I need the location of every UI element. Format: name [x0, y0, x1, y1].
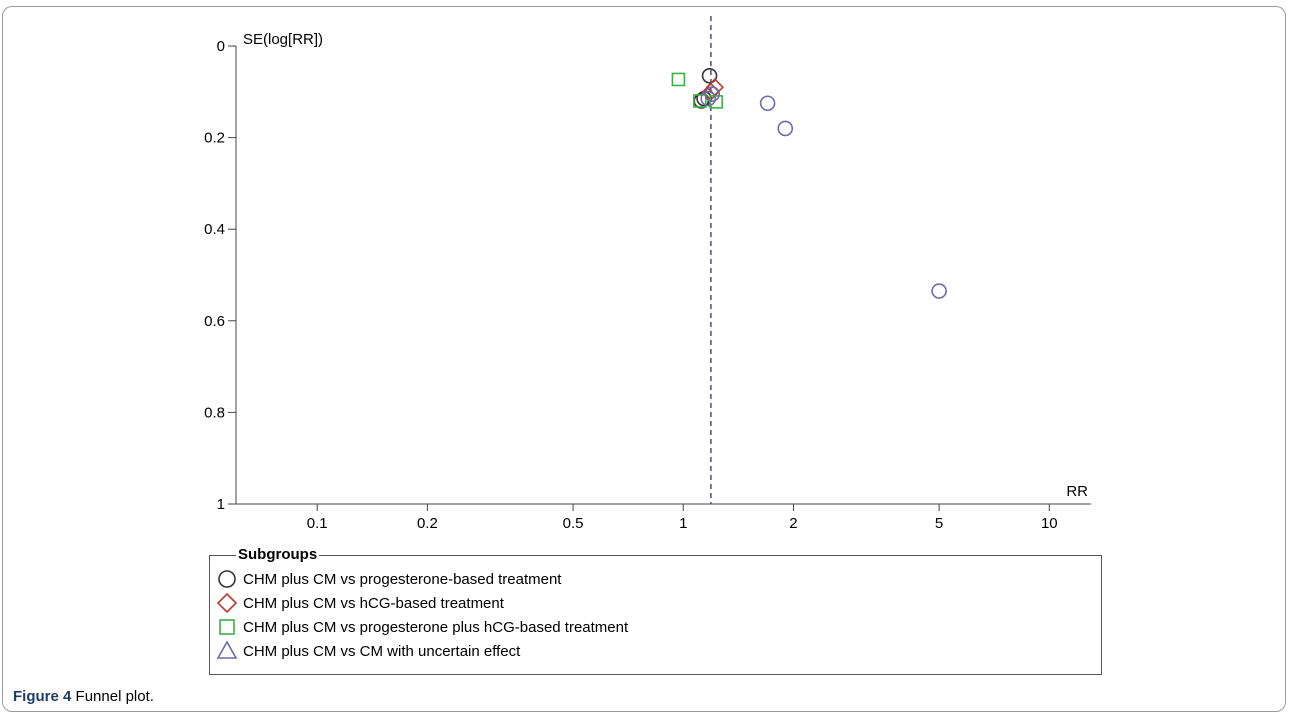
figure-caption: Figure 4 Funnel plot.	[13, 688, 154, 705]
triangle-icon	[216, 640, 238, 659]
legend-label: CHM plus CM vs progesterone plus hCG-bas…	[243, 618, 629, 636]
data-point-triangle-1	[700, 90, 717, 107]
caption-text: Funnel plot.	[75, 688, 154, 705]
caption-label: Figure 4	[13, 688, 72, 705]
y-tick-label: 0.6	[204, 313, 225, 330]
y-tick-label: 1	[217, 496, 225, 513]
diamond-icon	[216, 592, 238, 614]
legend-label: CHM plus CM vs progesterone-based treatm…	[243, 570, 562, 588]
legend: Subgroups CHM plus CM vs progesterone-ba…	[209, 547, 1102, 675]
data-point-triangle-4	[777, 120, 794, 137]
plot-axes: 0 0.2 0.4 0.6 0.8 1 0.1 0.2 0.5 1 2 5 10 SE(log[RR]) R…	[204, 31, 1091, 532]
legend-label: CHM plus CM vs hCG-based treatment	[243, 594, 504, 612]
legend-marker-square	[219, 619, 235, 635]
legend-item-triangle: CHM plus CM vs CM with uncertain effect	[216, 640, 520, 662]
data-point-square-2	[709, 95, 723, 109]
square-icon	[219, 619, 235, 635]
x-tick-label: 0.2	[417, 515, 438, 532]
y-tick-label: 0	[217, 38, 225, 55]
data-point-triangle-2	[704, 86, 721, 102]
legend-item-diamond: CHM plus CM vs hCG-based treatment	[216, 592, 504, 614]
data-point-square-3	[693, 94, 707, 108]
data-point-triangle-3	[759, 95, 776, 112]
legend-title: Subgroups	[236, 546, 320, 563]
x-tick-label: 1	[679, 515, 687, 532]
legend-label: CHM plus CM vs CM with uncertain effect	[243, 642, 521, 660]
y-tick-label: 0.8	[204, 404, 225, 421]
legend-marker-diamond	[216, 592, 238, 614]
y-tick-label: 0.4	[204, 221, 225, 238]
y-tick-label: 0.2	[204, 130, 225, 147]
legend-marker-circle	[218, 570, 236, 588]
figure-frame	[2, 6, 1286, 712]
x-tick-label: 5	[935, 515, 943, 532]
x-tick-label: 0.5	[563, 515, 584, 532]
x-tick-label: 0.1	[307, 515, 328, 532]
legend-marker-triangle	[216, 640, 238, 659]
legend-item-square: CHM plus CM vs progesterone plus hCG-bas…	[216, 616, 628, 638]
legend-item-circle: CHM plus CM vs progesterone-based treatm…	[216, 568, 561, 590]
funnel-plot: 0 0.2 0.4 0.6 0.8 1 0.1 0.2 0.5 1 2 5 10 SE(log[RR]) R…	[204, 16, 1091, 532]
x-tick-label: 2	[789, 515, 797, 532]
data-point-circle-1	[701, 67, 718, 84]
data-point-square-1	[671, 72, 686, 87]
y-axis-title: SE(log[RR])	[243, 31, 323, 48]
x-tick-label: 10	[1041, 515, 1058, 532]
data-point-triangle-5	[931, 283, 947, 299]
plot-marks	[671, 16, 947, 504]
x-axis-title: RR	[1066, 483, 1088, 500]
circle-icon	[218, 570, 236, 588]
